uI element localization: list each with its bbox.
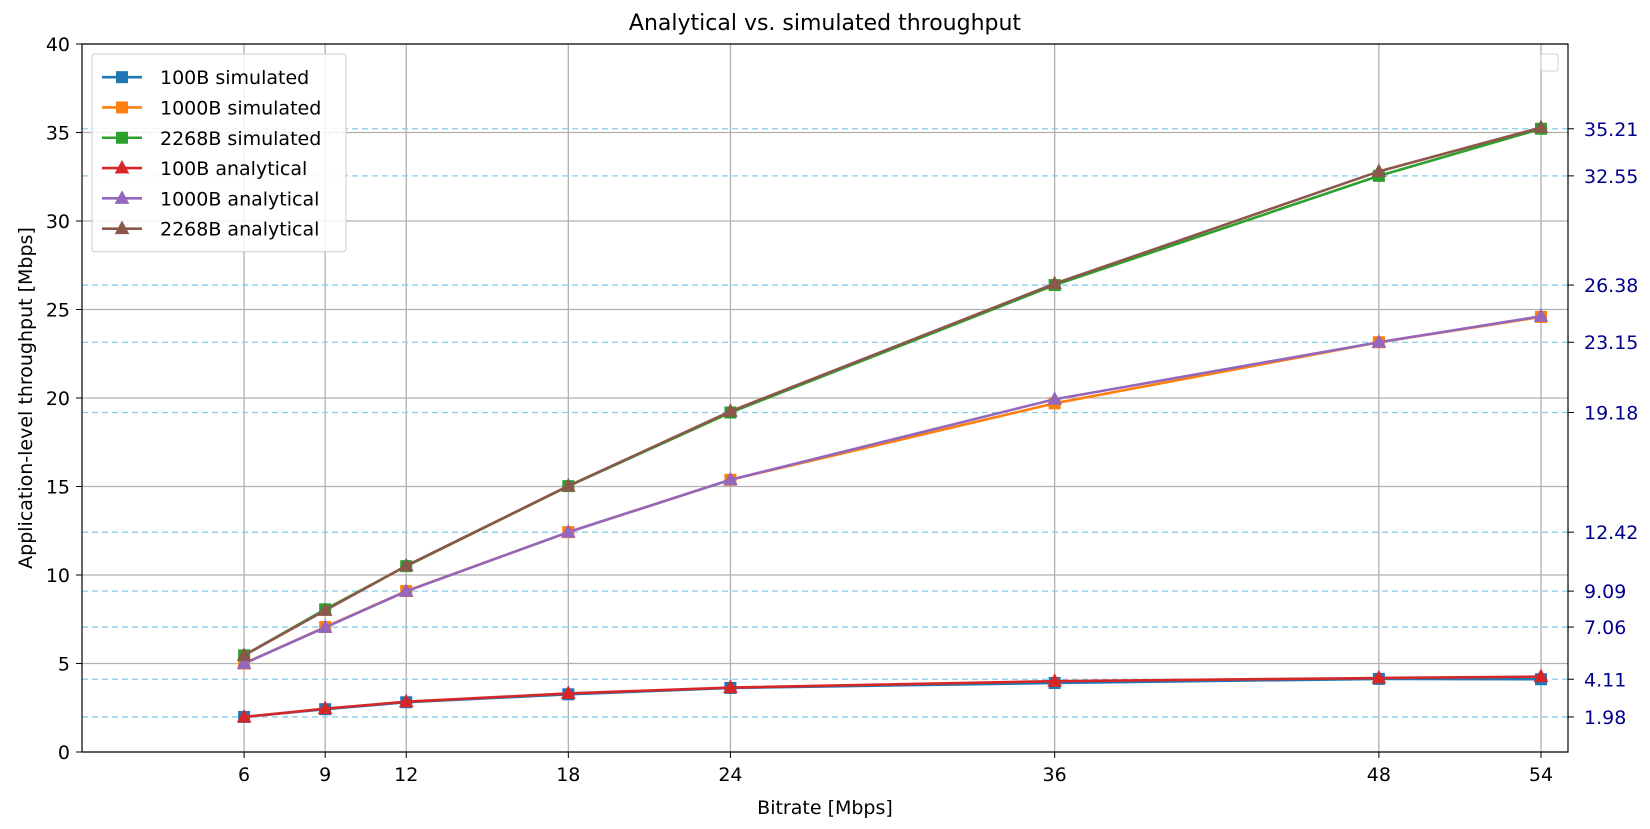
legend-box (91, 53, 347, 253)
series-line (243, 315, 1542, 665)
reference-label: 32.55 (1584, 166, 1638, 188)
legend-label: 2268B analytical (160, 219, 319, 241)
legend-label: 2268B simulated (160, 128, 321, 150)
legend-label: 100B simulated (160, 67, 309, 89)
y-tick-label: 25 (46, 300, 70, 322)
data-point (1371, 334, 1387, 348)
series-0 (238, 672, 1547, 723)
data-point (398, 583, 414, 597)
legend-label: 1000B analytical (160, 188, 319, 210)
reference-label: 35.21 (1584, 119, 1638, 141)
y-tick-label: 0 (58, 742, 70, 764)
legend: 100B simulated 1000B simulated 2268B simul… (91, 53, 347, 253)
series-4 (236, 308, 1549, 669)
series-1 (238, 310, 1547, 670)
empty-legend-box (1540, 53, 1559, 72)
legend-item: 1000B analytical (102, 188, 319, 210)
legend-swatch-marker (114, 160, 130, 174)
data-point (1371, 163, 1387, 177)
y-tick-label: 15 (46, 477, 70, 499)
x-tick-label: 12 (394, 764, 418, 786)
data-point (398, 557, 414, 572)
data-point (1047, 391, 1062, 405)
y-axis-ticks: 0 5 10 15 20 25 30 35 40 (46, 34, 82, 764)
data-point (723, 403, 738, 417)
reference-label: 1.98 (1584, 707, 1626, 729)
reference-label: 23.15 (1584, 332, 1638, 354)
data-point (398, 693, 414, 708)
legend-item: 2268B simulated (102, 128, 321, 150)
series-line (243, 127, 1542, 657)
legend-swatch-marker (116, 101, 128, 114)
data-point (317, 602, 333, 616)
legend-swatch-marker (114, 220, 130, 235)
data-point (560, 524, 576, 538)
series-line (243, 314, 1542, 665)
data-point (1533, 119, 1549, 134)
series-3 (236, 668, 1549, 723)
data-point (1533, 668, 1549, 683)
x-tick-label: 18 (556, 764, 580, 786)
legend-item: 1000B simulated (102, 97, 321, 119)
reference-label: 12.42 (1584, 522, 1638, 544)
legend-item: 100B simulated (102, 67, 309, 89)
legend-item: 100B analytical (102, 158, 307, 180)
data-point (1533, 308, 1549, 322)
data-point (236, 708, 252, 723)
data-point (560, 477, 576, 492)
y-tick-label: 20 (46, 388, 70, 410)
legend-swatch-marker (116, 71, 128, 84)
data-point (560, 685, 576, 699)
series-line (243, 126, 1542, 657)
series-5 (236, 119, 1549, 661)
reference-label: 4.11 (1584, 669, 1626, 691)
data-point (317, 619, 333, 633)
data-point (723, 471, 738, 486)
data-point (1047, 275, 1062, 290)
reference-label: 26.38 (1584, 275, 1638, 297)
y-axis-label: Application-level throughput [Mbps] (15, 227, 37, 569)
x-tick-label: 54 (1529, 764, 1553, 786)
y-tick-label: 5 (58, 654, 70, 676)
x-tick-label: 36 (1043, 764, 1067, 786)
data-point (236, 655, 252, 669)
legend-swatch-marker (114, 190, 130, 204)
legend-swatch-marker (116, 131, 128, 144)
legend-item: 2268B analytical (102, 219, 319, 241)
reference-label: 7.06 (1584, 617, 1626, 639)
reference-lines-layer (82, 128, 1568, 718)
data-point (1371, 669, 1387, 684)
x-tick-label: 6 (238, 764, 250, 786)
x-tick-label: 48 (1367, 764, 1391, 786)
reference-label: 19.18 (1584, 403, 1638, 425)
data-point (317, 700, 333, 715)
y-tick-label: 10 (46, 565, 70, 587)
y-tick-label: 30 (46, 211, 70, 233)
reference-labels: 1.98 4.11 7.06 9.09 12.42 19.18 23.15 26.38 32.5… (1568, 119, 1638, 729)
y-tick-label: 35 (46, 123, 70, 145)
chart-title: Analytical vs. simulated throughput (629, 11, 1022, 36)
x-axis-label: Bitrate [Mbps] (757, 797, 893, 819)
data-point (236, 647, 252, 661)
y-tick-label: 40 (46, 34, 70, 56)
data-point (1047, 673, 1062, 687)
legend-label: 100B analytical (160, 158, 307, 180)
series-line (243, 675, 1541, 719)
reference-label: 9.09 (1584, 581, 1626, 603)
legend-label: 1000B simulated (160, 97, 321, 119)
series-layer (236, 119, 1549, 723)
data-point (723, 679, 738, 694)
x-axis-ticks: 6 9 12 18 24 36 48 54 (238, 752, 1553, 786)
x-tick-label: 9 (319, 764, 331, 786)
x-tick-label: 24 (718, 764, 742, 786)
